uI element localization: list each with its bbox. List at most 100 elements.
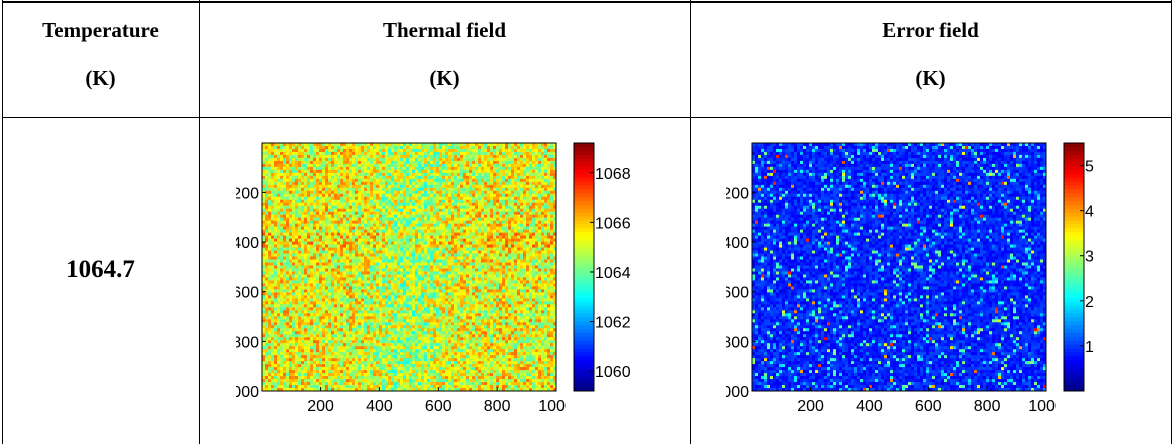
th-pixel <box>403 220 407 224</box>
th-pixel <box>343 286 347 290</box>
th-pixel <box>484 148 488 153</box>
th-pixel <box>295 145 299 150</box>
th-pixel <box>337 232 341 236</box>
th-pixel <box>499 256 503 260</box>
th-pixel <box>412 160 416 165</box>
th-pixel <box>472 268 476 272</box>
th-pixel <box>370 175 374 180</box>
th-pixel <box>400 220 404 224</box>
th-pixel <box>337 280 341 284</box>
th-pixel <box>385 166 389 171</box>
th-pixel <box>391 143 395 147</box>
th-pixel <box>310 256 314 260</box>
th-pixel <box>367 289 371 293</box>
th-pixel <box>388 145 392 150</box>
th-pixel <box>541 256 545 260</box>
th-pixel <box>448 232 452 236</box>
th-pixel <box>268 154 272 159</box>
th-pixel <box>421 256 425 260</box>
th-pixel <box>361 274 365 278</box>
th-pixel <box>364 148 368 153</box>
th-pixel <box>448 286 452 290</box>
th-pixel <box>292 196 296 201</box>
th-pixel <box>541 169 545 174</box>
th-pixel <box>304 143 308 147</box>
th-pixel <box>481 229 485 233</box>
th-pixel <box>421 166 425 171</box>
th-pixel <box>325 286 329 290</box>
th-pixel <box>307 145 311 150</box>
th-pixel <box>514 277 518 281</box>
th-pixel <box>406 193 410 198</box>
th-pixel <box>301 277 305 281</box>
th-pixel <box>286 154 290 159</box>
th-pixel <box>271 238 275 242</box>
th-pixel <box>364 157 368 162</box>
th-pixel <box>412 232 416 236</box>
th-pixel <box>424 229 428 233</box>
th-pixel <box>277 211 281 216</box>
th-pixel <box>514 220 518 224</box>
th-pixel <box>511 160 515 165</box>
th-pixel <box>544 250 548 254</box>
th-pixel <box>304 244 308 248</box>
th-pixel <box>301 244 305 248</box>
th-pixel <box>526 145 530 150</box>
th-pixel <box>361 181 365 186</box>
th-pixel <box>484 184 488 189</box>
th-pixel <box>412 223 416 227</box>
th-pixel <box>547 184 551 189</box>
th-pixel <box>370 202 374 207</box>
th-pixel <box>505 157 509 162</box>
th-pixel <box>340 229 344 233</box>
th-pixel <box>346 232 350 236</box>
th-pixel <box>454 253 458 257</box>
th-pixel <box>433 184 437 189</box>
th-pixel <box>541 217 545 221</box>
th-pixel <box>433 253 437 257</box>
th-pixel <box>418 277 422 281</box>
th-pixel <box>382 143 386 147</box>
th-pixel <box>481 250 485 254</box>
th-pixel <box>346 253 350 257</box>
th-pixel <box>340 151 344 156</box>
th-pixel <box>331 163 335 168</box>
th-pixel <box>484 154 488 159</box>
th-pixel <box>346 229 350 233</box>
th-pixel <box>295 178 299 183</box>
th-pixel <box>469 229 473 233</box>
th-pixel <box>268 217 272 221</box>
th-pixel <box>394 184 398 189</box>
th-pixel <box>508 187 512 192</box>
th-pixel <box>439 238 443 242</box>
th-pixel <box>466 187 470 192</box>
th-pixel <box>403 181 407 186</box>
th-pixel <box>316 202 320 207</box>
th-pixel <box>268 274 272 278</box>
th-pixel <box>370 181 374 186</box>
th-pixel <box>493 238 497 242</box>
th-pixel <box>487 190 491 195</box>
th-pixel <box>523 286 527 290</box>
th-pixel <box>286 196 290 201</box>
th-pixel <box>280 217 284 221</box>
th-pixel <box>349 244 353 248</box>
th-pixel <box>361 214 365 218</box>
th-pixel <box>316 196 320 201</box>
th-pixel <box>367 172 371 177</box>
th-pixel <box>319 166 323 171</box>
th-pixel <box>280 238 284 242</box>
th-pixel <box>319 244 323 248</box>
th-pixel <box>328 196 332 201</box>
th-pixel <box>472 259 476 263</box>
th-pixel <box>412 214 416 218</box>
th-pixel <box>442 172 446 177</box>
th-pixel <box>370 244 374 248</box>
th-pixel <box>397 190 401 195</box>
th-pixel <box>475 148 479 153</box>
th-pixel <box>442 169 446 174</box>
th-pixel <box>535 265 539 269</box>
th-pixel <box>343 211 347 216</box>
th-pixel <box>262 172 266 177</box>
th-pixel <box>397 193 401 198</box>
